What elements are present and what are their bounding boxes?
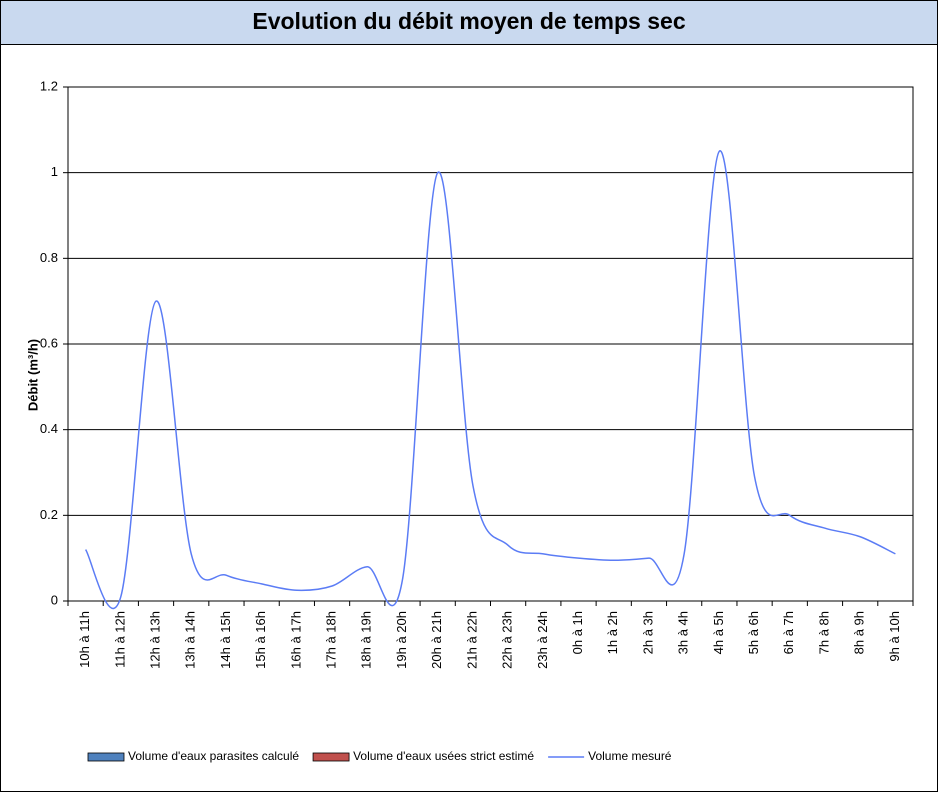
x-tick-label: 22h à 23h [500,611,515,669]
x-tick-label: 5h à 6h [746,611,761,654]
y-tick-label: 1 [51,164,58,179]
x-tick-label: 18h à 19h [359,611,374,669]
y-axis-label: Débit (m³/h) [25,339,40,411]
y-tick-label: 0 [51,592,58,607]
x-tick-label: 20h à 21h [429,611,444,669]
x-tick-label: 16h à 17h [288,611,303,669]
x-tick-label: 7h à 8h [816,611,831,654]
y-tick-label: 0.8 [40,250,58,265]
legend-swatch [87,752,125,762]
x-tick-label: 23h à 24h [535,611,550,669]
legend-swatch [312,752,350,762]
x-tick-label: 6h à 7h [781,611,796,654]
y-tick-label: 0.2 [40,507,58,522]
x-tick-label: 0h à 1h [570,611,585,654]
y-tick-label: 0.4 [40,421,58,436]
x-tick-label: 1h à 2h [605,611,620,654]
y-tick-label: 0.6 [40,335,58,350]
x-tick-label: 3h à 4h [676,611,691,654]
legend-label: Volume mesuré [588,749,672,763]
x-tick-label: 13h à 14h [183,611,198,669]
y-tick-label: 1.2 [40,78,58,93]
legend-label: Volume d'eaux parasites calculé [128,749,299,763]
x-tick-label: 8h à 9h [852,611,867,654]
data-line [84,150,896,609]
title-bar [0,0,938,45]
x-tick-label: 19h à 20h [394,611,409,669]
x-tick-label: 15h à 16h [253,611,268,669]
legend-label: Volume d'eaux usées strict estimé [353,749,534,763]
x-tick-label: 11h à 12h [112,611,127,668]
chart-title: Evolution du débit moyen de temps sec [252,8,685,34]
x-tick-label: 4h à 5h [711,611,726,654]
x-tick-label: 14h à 15h [218,611,233,669]
x-tick-label: 21h à 22h [464,611,479,669]
x-tick-label: 10h à 11h [77,611,92,668]
x-tick-label: 17h à 18h [324,611,339,669]
x-tick-label: 2h à 3h [640,611,655,654]
x-tick-label: 12h à 13h [147,611,162,669]
x-tick-label: 9h à 10h [887,611,902,662]
